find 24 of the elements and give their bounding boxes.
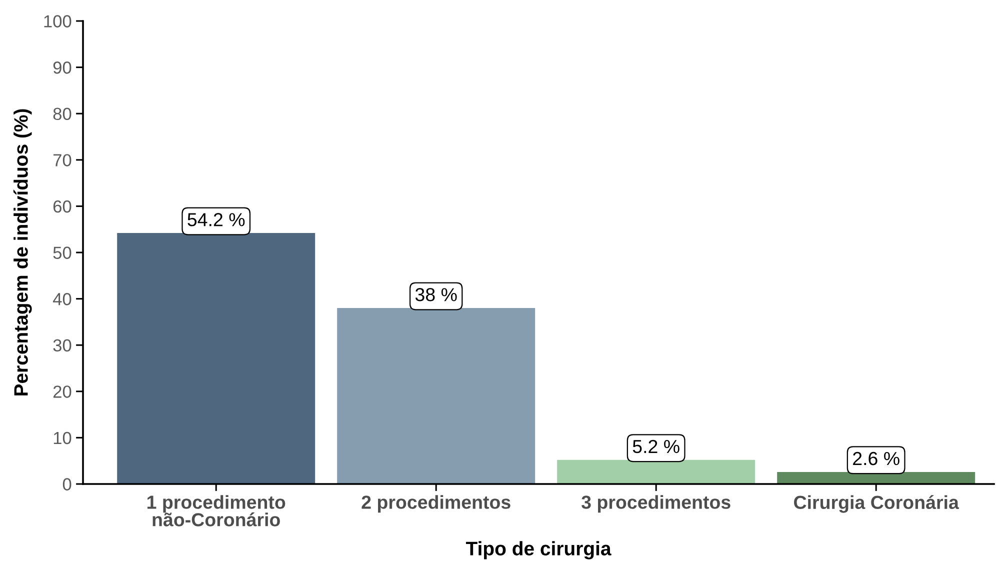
bar (557, 460, 756, 484)
y-tick-label: 50 (53, 246, 72, 259)
y-tick-label: 0 (62, 478, 72, 490)
y-tick-label: 20 (53, 386, 72, 398)
y-tick-label: 80 (53, 108, 72, 120)
x-axis-title: Tipo de cirurgia (466, 541, 612, 560)
x-tick-label: 1 procedimento não-Coronário (147, 495, 286, 526)
y-tick-label: 40 (52, 292, 72, 306)
y-tick-label: 10 (54, 432, 72, 444)
data-label: 5.2 % (632, 440, 680, 454)
x-tick-label: 2 procedimentos (362, 495, 510, 513)
y-tick-label: 90 (53, 61, 72, 74)
y-tick-label: 100 (44, 15, 72, 28)
y-tick-label: 70 (53, 154, 72, 166)
y-tick-label: 30 (53, 339, 72, 352)
data-label: 54.2 % (188, 213, 245, 226)
x-tick-label: 3 procedimentos (582, 495, 730, 513)
bar (337, 308, 536, 484)
bar (117, 233, 316, 484)
data-label: 38 % (415, 288, 457, 302)
x-tick-label: Cirurgia Coronária (794, 495, 960, 513)
data-label: 2.6 % (853, 452, 900, 466)
y-tick-label: 60 (53, 200, 72, 213)
y-axis-title: Percentagem de indivíduos (%) (13, 109, 32, 396)
